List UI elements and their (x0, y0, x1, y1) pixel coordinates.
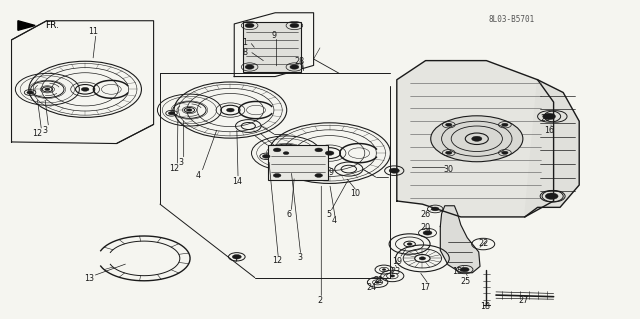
Text: 24: 24 (366, 283, 376, 292)
Circle shape (283, 152, 289, 155)
Text: 29: 29 (540, 114, 550, 122)
Text: 1: 1 (243, 38, 248, 47)
Circle shape (431, 207, 439, 211)
Text: 12: 12 (169, 164, 179, 173)
Circle shape (423, 231, 432, 235)
Text: 7: 7 (233, 255, 238, 263)
Circle shape (232, 255, 241, 259)
Text: 18: 18 (480, 302, 490, 311)
Circle shape (445, 151, 452, 154)
Circle shape (445, 123, 452, 126)
Text: 20: 20 (420, 223, 431, 232)
Circle shape (81, 87, 89, 91)
Circle shape (273, 148, 281, 152)
Circle shape (419, 257, 426, 260)
Circle shape (390, 275, 395, 277)
Text: 4: 4 (196, 171, 201, 180)
Circle shape (407, 243, 412, 245)
Text: 25: 25 (461, 277, 471, 286)
Text: 17: 17 (420, 283, 431, 292)
Circle shape (27, 91, 33, 94)
Text: 3: 3 (297, 253, 302, 262)
Text: 4: 4 (332, 216, 337, 225)
Text: 10: 10 (350, 189, 360, 198)
Circle shape (376, 281, 380, 283)
Text: 6: 6 (287, 210, 292, 219)
Text: 3: 3 (178, 158, 183, 167)
Circle shape (187, 109, 192, 111)
Text: 9: 9 (329, 168, 334, 177)
Text: 30: 30 (443, 165, 453, 174)
Circle shape (389, 168, 399, 173)
Circle shape (315, 148, 323, 152)
Text: 14: 14 (232, 177, 242, 186)
Text: 16: 16 (544, 126, 554, 135)
Circle shape (502, 123, 508, 126)
Circle shape (290, 23, 299, 28)
Circle shape (382, 269, 386, 271)
Circle shape (290, 65, 299, 69)
Circle shape (227, 108, 234, 112)
Circle shape (431, 116, 523, 162)
Text: 26: 26 (420, 210, 431, 219)
Bar (268, 145, 328, 180)
Text: 13: 13 (84, 274, 95, 283)
Circle shape (262, 154, 270, 158)
Text: 3: 3 (42, 126, 47, 135)
Polygon shape (397, 61, 554, 217)
Text: 11: 11 (88, 27, 98, 36)
Text: 23: 23 (390, 267, 401, 276)
Text: 12: 12 (32, 129, 42, 138)
Text: 21: 21 (374, 276, 384, 285)
Text: 5: 5 (326, 210, 332, 219)
Text: 8: 8 (243, 48, 248, 57)
Text: 27: 27 (518, 296, 529, 305)
Circle shape (45, 88, 50, 91)
Text: 19: 19 (392, 257, 402, 266)
Circle shape (168, 112, 175, 115)
Text: 12: 12 (272, 256, 282, 265)
Text: 22: 22 (479, 239, 489, 248)
Circle shape (315, 174, 323, 177)
Circle shape (245, 23, 254, 28)
Polygon shape (18, 21, 35, 30)
Circle shape (472, 136, 482, 141)
Circle shape (325, 151, 334, 155)
Circle shape (543, 113, 556, 120)
Polygon shape (440, 206, 480, 273)
Text: 15: 15 (452, 267, 463, 276)
Circle shape (460, 267, 469, 272)
Circle shape (502, 151, 508, 154)
Polygon shape (525, 80, 579, 217)
Text: 28: 28 (294, 57, 305, 66)
Text: FR.: FR. (45, 21, 59, 30)
Text: 8L03-B5701: 8L03-B5701 (489, 15, 535, 24)
Text: 2: 2 (317, 296, 323, 305)
Circle shape (545, 193, 558, 199)
Bar (243, 22, 301, 72)
Circle shape (245, 65, 254, 69)
Circle shape (273, 174, 281, 177)
Text: 9: 9 (271, 31, 276, 40)
